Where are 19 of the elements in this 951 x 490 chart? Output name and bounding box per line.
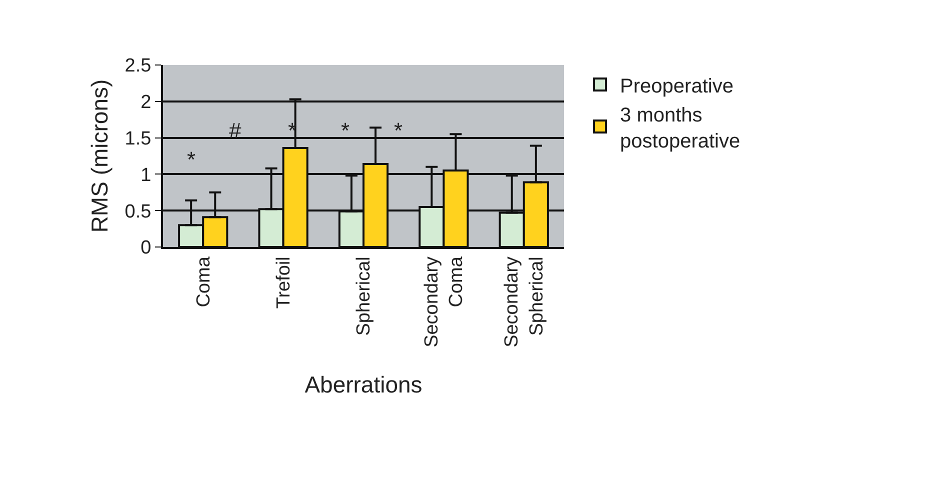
x-tick-label: Trefoil: [273, 256, 294, 309]
x-tick-label: Coma: [193, 256, 214, 308]
annotation: *: [394, 118, 403, 143]
x-tick-label: Secondary Coma: [422, 256, 468, 348]
x-axis-title: Aberrations: [304, 372, 422, 398]
x-tick-label: Secondary Spherical: [502, 256, 548, 348]
legend-label: Preoperative: [620, 75, 734, 98]
y-tick-label: 1.5: [124, 128, 152, 150]
y-tick-label: 0.5: [124, 201, 152, 222]
annotation: *: [187, 147, 196, 172]
x-tick-label: Spherical: [354, 256, 375, 336]
annotation: #: [229, 118, 242, 143]
y-axis-title: RMS (microns): [86, 79, 113, 233]
y-tick-label: 2.5: [124, 56, 152, 77]
y-tick-label: 0: [140, 238, 152, 259]
y-tick-label: 2: [140, 92, 152, 114]
legend-label: 3 months postoperative: [620, 104, 740, 152]
y-tick-label: 1: [140, 164, 152, 186]
annotation: *: [341, 118, 350, 143]
